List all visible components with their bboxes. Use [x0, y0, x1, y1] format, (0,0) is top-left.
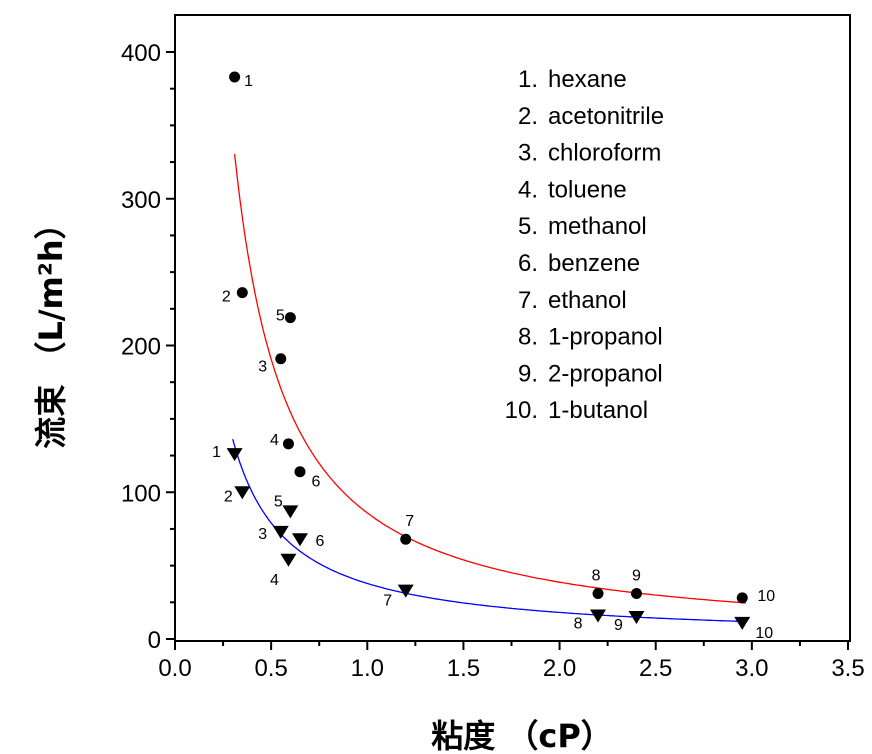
legend-number: 8. [518, 324, 538, 351]
legend-number: 5. [518, 213, 538, 240]
point-label: 4 [270, 572, 279, 589]
point-label: 9 [632, 568, 641, 585]
legend-entry: hexane [548, 66, 627, 93]
point-label: 10 [755, 625, 773, 642]
data-point-circle [282, 438, 294, 450]
x-tick-label: 3.5 [831, 655, 864, 682]
point-label: 2 [224, 488, 233, 505]
point-label: 3 [258, 526, 267, 543]
x-tick-label: 3.0 [735, 655, 768, 682]
y-axis-title: 流束 （L/m²h） [32, 207, 70, 448]
x-tick-label: 1.0 [351, 655, 384, 682]
y-tick-label: 0 [148, 627, 161, 654]
point-label: 9 [614, 617, 623, 634]
data-point-triangle [282, 505, 299, 519]
legend-entry: methanol [548, 213, 647, 240]
point-label: 4 [270, 432, 279, 449]
fit-curve-triangles [232, 439, 747, 623]
legend-number: 3. [518, 140, 538, 167]
y-tick-label: 200 [121, 334, 161, 361]
data-point-triangle [234, 486, 251, 500]
legend-number: 7. [518, 287, 538, 314]
x-tick-label: 1.5 [447, 655, 480, 682]
legend-entry: chloroform [548, 140, 661, 167]
point-label: 7 [383, 593, 392, 610]
legend-entry: 1-butanol [548, 397, 648, 424]
legend-number: 6. [518, 250, 538, 277]
legend-entry: 2-propanol [548, 360, 663, 387]
data-point-triangle [272, 525, 289, 539]
x-tick-label: 2.0 [543, 655, 576, 682]
point-label: 5 [274, 493, 283, 510]
point-label: 6 [312, 474, 321, 491]
data-point-circle [294, 466, 306, 478]
data-point-triangle [397, 584, 414, 598]
data-point-triangle [226, 448, 243, 462]
point-label: 5 [276, 308, 285, 325]
point-label: 10 [757, 588, 775, 605]
fit-curve-circles [233, 153, 747, 604]
legend-entry: 1-propanol [548, 324, 663, 351]
legend-number: 4. [518, 176, 538, 203]
legend-number: 1. [518, 66, 538, 93]
plot-frame [174, 14, 851, 642]
data-point-triangle [590, 609, 607, 623]
data-point-triangle [734, 616, 751, 630]
legend-entry: ethanol [548, 287, 627, 314]
point-label: 1 [212, 444, 221, 461]
data-point-circle [275, 353, 287, 365]
point-label: 2 [222, 289, 231, 306]
legend-number: 2. [518, 103, 538, 130]
data-point-circle [736, 592, 748, 604]
data-point-circle [284, 312, 296, 324]
x-tick-label: 0.0 [158, 655, 191, 682]
data-point-circle [229, 71, 241, 83]
y-tick-label: 100 [121, 480, 161, 507]
point-label: 6 [316, 533, 325, 550]
point-label: 7 [405, 513, 414, 530]
data-point-circle [400, 533, 412, 545]
data-point-circle [592, 588, 604, 600]
x-tick-label: 2.5 [639, 655, 672, 682]
point-label: 3 [258, 359, 267, 376]
point-label: 1 [244, 73, 253, 90]
x-tick-label: 0.5 [254, 655, 287, 682]
legend-entry: acetonitrile [548, 103, 664, 130]
point-label: 8 [592, 568, 601, 585]
y-tick-label: 400 [121, 40, 161, 67]
legend-entry: benzene [548, 250, 640, 277]
data-point-circle [630, 588, 642, 600]
data-point-triangle [280, 553, 297, 567]
legend-number: 9. [518, 360, 538, 387]
data-point-circle [236, 287, 248, 299]
data-point-triangle [291, 533, 308, 547]
y-tick-label: 300 [121, 187, 161, 214]
data-point-triangle [628, 610, 645, 624]
legend-entry: toluene [548, 176, 627, 203]
point-label: 8 [574, 616, 583, 633]
x-axis-title: 粘度 （cP） [431, 717, 613, 754]
legend-number: 10. [505, 397, 538, 424]
